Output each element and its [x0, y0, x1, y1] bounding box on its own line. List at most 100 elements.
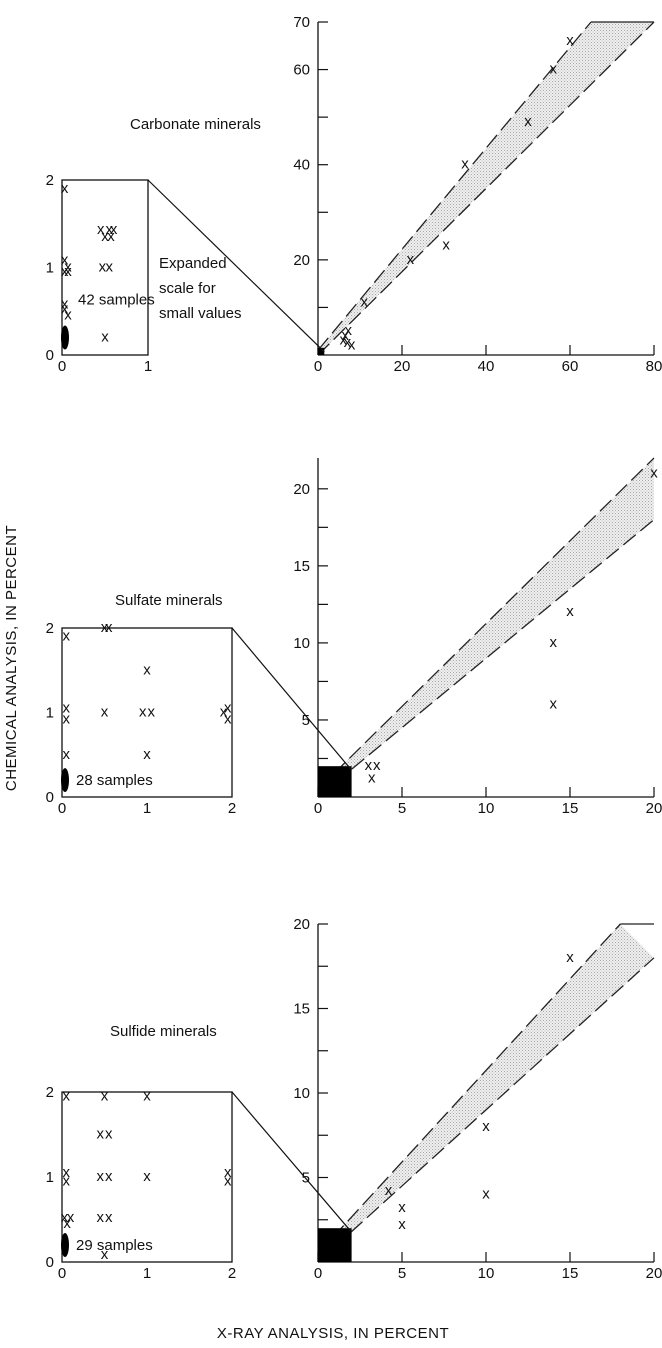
main-data-point: x: [368, 770, 376, 787]
inset-data-point: x: [139, 704, 147, 721]
sulfate-title: Sulfate minerals: [115, 592, 223, 609]
main-x-tick-label: 60: [562, 358, 579, 375]
main-y-tick-label: 20: [293, 916, 310, 933]
inset-y-tick-label: 2: [46, 1084, 54, 1101]
main-y-tick-label: 15: [293, 1001, 310, 1018]
inset-data-point: x: [64, 307, 72, 324]
main-data-point: x: [549, 634, 557, 651]
inset-data-point: x: [63, 627, 71, 644]
expanded-note-line-3: small values: [159, 305, 242, 322]
inset-data-point: x: [105, 1168, 113, 1185]
inset-y-tick-label: 2: [46, 172, 54, 189]
inset-connector: [147, 179, 325, 353]
band-lower-line: [317, 21, 655, 356]
inset-data-point: x: [63, 710, 71, 727]
inset-data-point: x: [101, 329, 109, 346]
inset-data-point: x: [61, 180, 69, 197]
inset-data-point: x: [101, 228, 109, 245]
main-x-tick-label: 20: [394, 358, 411, 375]
main-x-tick-label: 80: [646, 358, 662, 375]
inset-y-tick-label: 0: [46, 789, 54, 806]
inset-data-point: x: [61, 1209, 69, 1226]
main-data-point: x: [373, 757, 381, 774]
inset-data-point: x: [64, 259, 72, 276]
inset-data-point: x: [105, 619, 113, 636]
main-y-tick-label: 10: [293, 1085, 310, 1102]
main-y-tick-label: 20: [293, 252, 310, 269]
main-data-point: x: [342, 327, 350, 344]
solid-small-values-region: [318, 766, 352, 797]
inset-data-point: x: [148, 704, 156, 721]
main-y-tick-label: 40: [293, 157, 310, 174]
inset-data-point: x: [110, 221, 118, 238]
main-x-tick-label: 0: [314, 1265, 322, 1282]
main-y-tick-label: 20: [293, 481, 310, 498]
inset-data-point: x: [106, 259, 114, 276]
inset-x-tick-label: 1: [143, 800, 151, 817]
confidence-band: [318, 924, 654, 1262]
inset-y-tick-label: 0: [46, 347, 54, 364]
inset-samples-label: 42 samples: [78, 291, 155, 308]
inset-data-point: x: [63, 1215, 71, 1232]
main-data-point: x: [398, 1199, 406, 1216]
inset-y-tick-label: 1: [46, 260, 54, 277]
inset-connector: [231, 1091, 353, 1233]
main-data-point: x: [365, 757, 373, 774]
main-data-point: x: [360, 294, 368, 311]
main-data-point: x: [348, 336, 356, 353]
main-x-tick-label: 40: [478, 358, 495, 375]
main-y-tick-label: 10: [293, 635, 310, 652]
main-x-tick-label: 5: [398, 1265, 406, 1282]
inset-origin-cluster: [61, 768, 69, 793]
main-x-tick-label: 0: [314, 800, 322, 817]
inset-data-point: x: [106, 221, 114, 238]
inset-x-tick-label: 0: [58, 800, 66, 817]
panel-2: 051015205101520xxxxxx01201229 samplesxxx…: [46, 916, 662, 1282]
main-data-point: x: [344, 334, 352, 351]
band-upper-line: [317, 457, 655, 790]
sulfide-title: Sulfide minerals: [110, 1023, 217, 1040]
main-y-tick-label: 5: [302, 712, 310, 729]
inset-x-tick-label: 2: [228, 1265, 236, 1282]
main-data-point: x: [385, 1182, 393, 1199]
main-x-tick-label: 10: [478, 800, 495, 817]
inset-data-point: x: [143, 746, 151, 763]
inset-data-point: x: [97, 1209, 105, 1226]
inset-data-point: x: [61, 263, 69, 280]
inset-data-point: x: [61, 301, 69, 318]
inset-data-point: x: [224, 1164, 232, 1181]
inset-data-point: x: [63, 1164, 71, 1181]
inset-data-point: x: [97, 1168, 105, 1185]
inset-data-point: x: [224, 1172, 232, 1189]
band-upper-line: [317, 923, 621, 1254]
solid-small-values-region: [318, 1228, 352, 1262]
main-data-point: x: [407, 251, 415, 268]
main-x-tick-label: 5: [398, 800, 406, 817]
main-data-point: x: [398, 1216, 406, 1233]
inset-data-point: x: [63, 1172, 71, 1189]
main-data-point: x: [566, 949, 574, 966]
expanded-note-line-2: scale for: [159, 280, 216, 297]
main-x-tick-label: 10: [478, 1265, 495, 1282]
x-axis-title: X-RAY ANALYSIS, IN PERCENT: [217, 1325, 449, 1342]
inset-y-tick-label: 2: [46, 620, 54, 637]
main-data-point: x: [482, 1185, 490, 1202]
inset-x-tick-label: 0: [58, 358, 66, 375]
main-x-tick-label: 0: [314, 358, 322, 375]
inset-data-point: x: [107, 228, 115, 245]
inset-x-tick-label: 2: [228, 800, 236, 817]
inset-x-tick-label: 1: [143, 1265, 151, 1282]
inset-data-point: x: [105, 1209, 113, 1226]
main-data-point: x: [524, 113, 532, 130]
inset-data-point: x: [101, 704, 109, 721]
main-data-point: x: [442, 237, 450, 254]
main-data-point: x: [566, 603, 574, 620]
main-x-tick-label: 20: [646, 1265, 662, 1282]
inset-data-point: x: [63, 699, 71, 716]
inset-data-point: x: [101, 1087, 109, 1104]
main-data-point: x: [549, 696, 557, 713]
inset-samples-label: 28 samples: [76, 772, 153, 789]
main-data-point: x: [344, 322, 352, 339]
